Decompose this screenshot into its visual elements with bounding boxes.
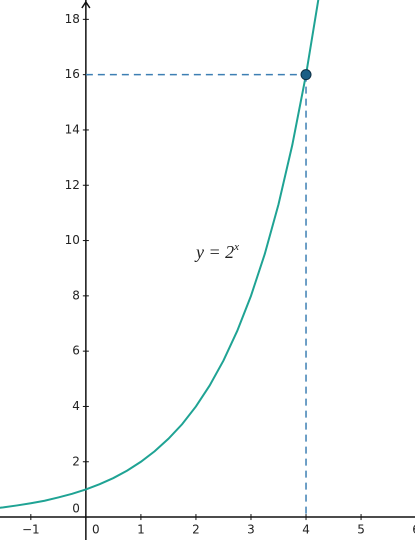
x-tick-label: 0 <box>92 523 100 537</box>
y-tick-label: 8 <box>72 288 80 302</box>
y-tick-label: 12 <box>65 178 80 192</box>
x-tick-label: 5 <box>357 523 365 537</box>
x-tick-label: 4 <box>302 523 310 537</box>
annotation-superscript: x <box>233 241 239 253</box>
y-tick-label: 2 <box>72 454 80 468</box>
point <box>300 69 312 81</box>
y-tick-label: 6 <box>72 344 80 358</box>
x-tick-label: 2 <box>192 523 200 537</box>
x-tick-label: 6 <box>412 523 415 537</box>
y-axis-arrow <box>81 0 91 9</box>
y-tick-label: 4 <box>72 399 80 413</box>
curve <box>0 0 320 509</box>
y-tick-label: 14 <box>65 122 80 136</box>
x-tick-label: 3 <box>247 523 255 537</box>
annotation-text: y = 2 <box>194 242 234 262</box>
y-tick-label: 18 <box>65 12 80 26</box>
y-tick-label: 16 <box>65 67 80 81</box>
y-tick-label: 10 <box>65 233 80 247</box>
annotation: y = 2x <box>194 241 239 262</box>
x-tick-label: −1 <box>22 523 40 537</box>
x-tick-label: 1 <box>137 523 145 537</box>
y-tick-label: 0 <box>72 502 80 516</box>
